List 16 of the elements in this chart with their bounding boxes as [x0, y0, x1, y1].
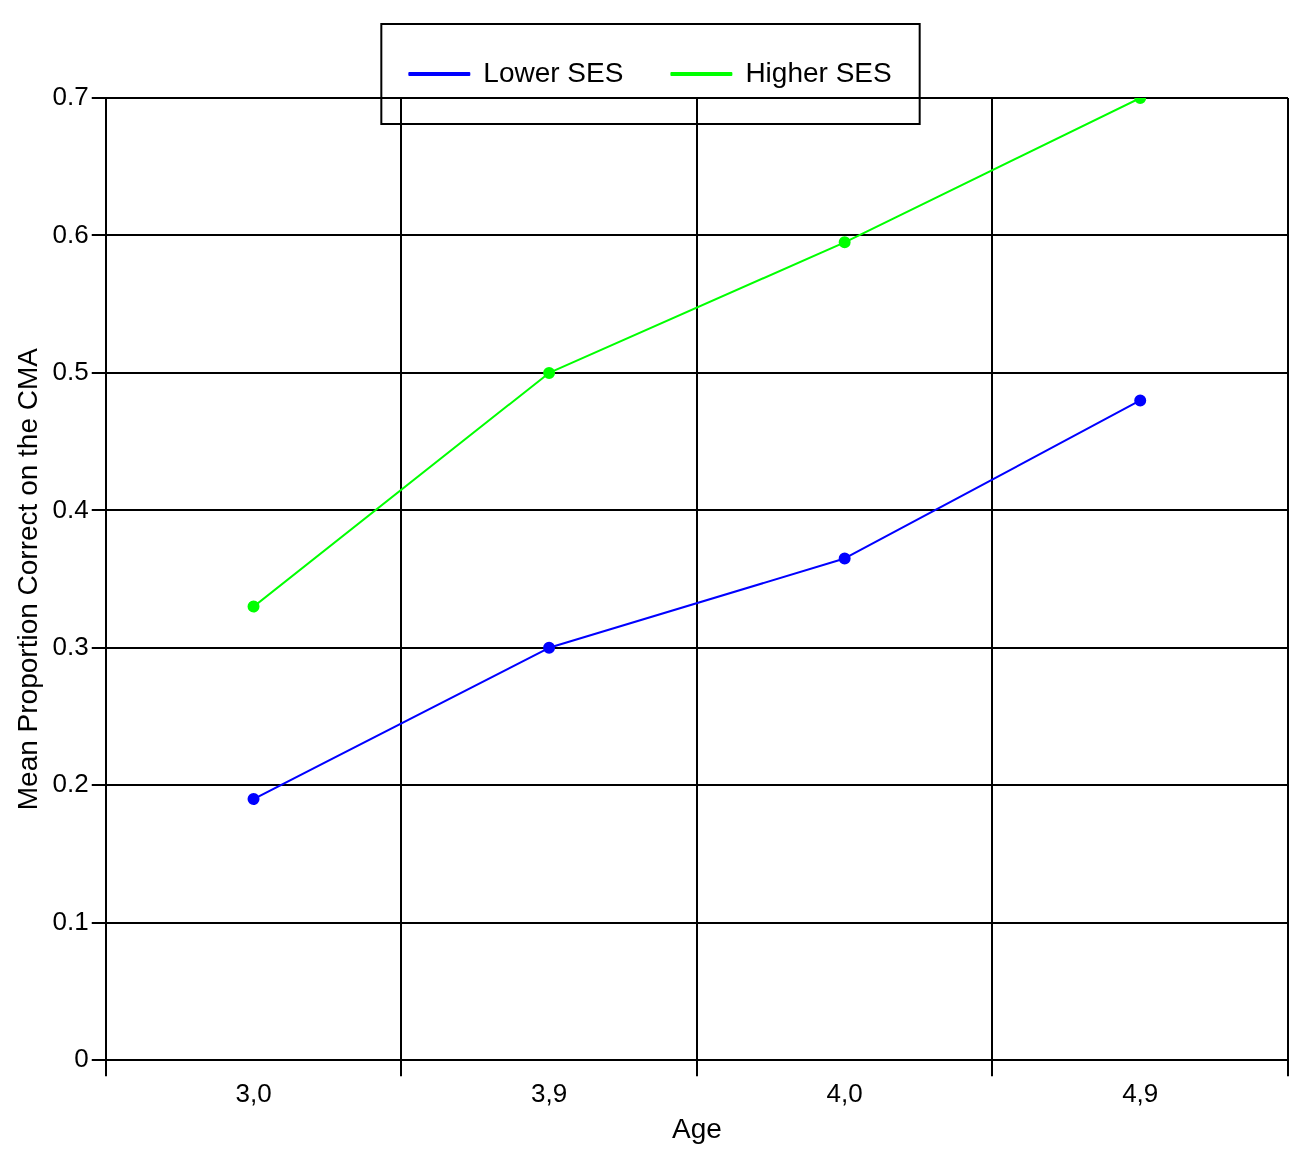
y-tick-label: 0 [74, 1043, 89, 1074]
x-axis-title: Age [671, 1112, 722, 1144]
y-axis-title: Mean Proportion Correct on the CMA [11, 347, 43, 811]
x-tick-label: 3,0 [235, 1077, 272, 1108]
y-tick-label: 0.3 [52, 631, 89, 661]
y-tick-label: 0.7 [52, 81, 89, 112]
y-tick-label: 0.4 [52, 493, 89, 524]
legend-label: Higher SES [745, 56, 892, 88]
y-tick-label: 0.2 [52, 768, 89, 799]
x-tick-label: 3,9 [531, 1077, 568, 1108]
y-tick-label: 0.6 [52, 218, 89, 249]
legend-label: Lower SES [483, 56, 624, 88]
y-tick-label: 0.1 [52, 905, 89, 936]
x-tick-label: 4,9 [1122, 1077, 1159, 1108]
y-tick-label: 0.5 [52, 356, 89, 387]
x-tick-label: 4,0 [826, 1077, 863, 1108]
